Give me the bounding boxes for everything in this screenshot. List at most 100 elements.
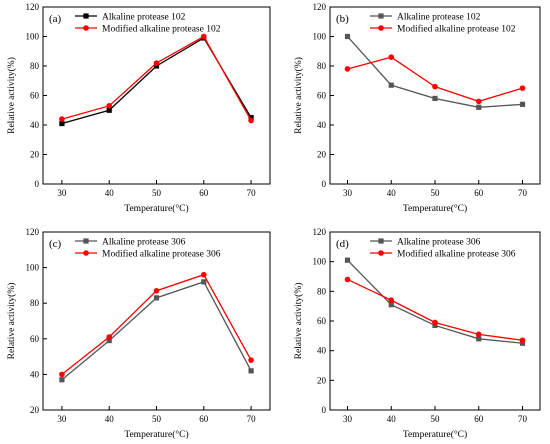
y-tick-label: 100 <box>26 263 40 273</box>
data-point-square <box>106 337 112 344</box>
legend-entry: Alkaline protease 306 <box>75 238 186 248</box>
data-point-square <box>388 302 394 308</box>
x-tick-label: 70 <box>247 414 257 424</box>
y-tick-label: 40 <box>317 120 327 130</box>
legend-entry: Modified alkaline protease 102 <box>370 24 516 35</box>
x-tick-label: 60 <box>474 414 484 424</box>
y-tick-label: 20 <box>30 150 40 160</box>
data-point-circle <box>519 337 526 344</box>
series-line <box>61 35 252 121</box>
series-line <box>347 259 523 344</box>
y-tick-label: 120 <box>313 2 327 12</box>
x-tick-label: 60 <box>199 188 209 198</box>
series-2 <box>344 276 526 344</box>
data-point-circle <box>200 33 207 40</box>
data-point-circle <box>153 287 160 294</box>
y-tick-label: 100 <box>313 257 327 267</box>
data-point-circle <box>248 357 254 363</box>
data-point-square <box>106 107 112 113</box>
data-point-square <box>201 279 207 285</box>
x-tick-label: 50 <box>152 188 162 198</box>
x-tick-label: 50 <box>152 414 162 424</box>
data-point-circle <box>388 297 395 304</box>
y-tick-label: 60 <box>30 91 40 101</box>
x-tick-label: 60 <box>474 188 484 198</box>
y-tick-label: 60 <box>317 91 327 101</box>
data-point-circle <box>59 371 65 378</box>
y-tick-label: 0 <box>322 179 327 189</box>
x-tick-label: 70 <box>518 188 528 198</box>
x-tick-label: 30 <box>343 188 353 198</box>
data-point-square <box>432 322 438 329</box>
x-tick-label: 40 <box>387 188 397 198</box>
legend-marker-square <box>83 13 89 19</box>
y-axis-label: Relative activity(%) <box>6 283 17 360</box>
y-tick-label: 120 <box>26 2 40 12</box>
data-point-square <box>59 377 65 383</box>
chart-panel-1: 30 40 50 60 70 0 20 40 60 80 100 120 Temperature(°C)… <box>6 2 271 214</box>
series-2 <box>344 54 526 105</box>
data-point-circle <box>344 66 351 72</box>
x-axis-label: Temperature(°C) <box>124 203 188 214</box>
x-tick-label: 70 <box>518 414 528 424</box>
x-tick-label: 50 <box>431 414 441 424</box>
y-tick-label: 60 <box>30 334 40 344</box>
legend-label: Modified alkaline protease 102 <box>397 24 516 35</box>
x-tick-label: 30 <box>57 188 67 198</box>
x-tick-label: 50 <box>431 188 441 198</box>
y-tick-label: 40 <box>30 120 40 130</box>
data-point-square <box>344 257 351 263</box>
data-point-square <box>388 82 394 88</box>
legend-marker-circle <box>378 25 384 31</box>
chart-panel-2: 30 40 50 60 70 0 20 40 60 80 100 120 Temperature(°C)… <box>293 2 541 214</box>
legend-entry: Alkaline protease 306 <box>370 238 481 248</box>
legend-entry: Alkaline protease 102 <box>370 13 481 23</box>
legend-marker-circle <box>378 250 384 256</box>
data-point-circle <box>475 331 482 338</box>
x-tick-label: 30 <box>57 414 67 424</box>
data-point-circle <box>388 54 395 60</box>
panel-label: (d) <box>336 238 349 250</box>
series-1 <box>59 279 254 383</box>
data-point-square <box>248 368 254 374</box>
y-tick-label: 0 <box>322 405 327 415</box>
data-point-square <box>519 101 526 107</box>
legend-label: Alkaline protease 306 <box>397 238 481 248</box>
x-tick-label: 70 <box>247 188 257 198</box>
legend-marker-circle <box>83 25 89 31</box>
y-tick-label: 100 <box>26 32 40 42</box>
y-axis-label: Relative activity(%) <box>293 57 304 134</box>
data-point-square <box>476 336 482 342</box>
data-point-square <box>476 104 482 110</box>
x-tick-label: 40 <box>105 414 115 424</box>
data-point-square <box>153 295 160 301</box>
x-axis-label: Temperature(°C) <box>403 429 467 440</box>
chart-panel-4: 30 40 50 60 70 0 20 40 60 80 100 120 Temperature(°C)… <box>293 227 541 440</box>
data-point-square <box>59 120 65 127</box>
series-1 <box>59 35 254 127</box>
y-axis-label: Relative activity(%) <box>293 283 304 360</box>
legend-entry: Modified alkaline protease 306 <box>370 249 516 260</box>
data-point-circle <box>432 83 438 90</box>
legend-marker-circle <box>83 250 89 256</box>
x-tick-label: 60 <box>199 414 209 424</box>
legend-entry: Modified alkaline protease 306 <box>75 249 221 260</box>
y-tick-label: 0 <box>35 179 40 189</box>
data-point-circle <box>344 276 351 283</box>
legend-marker-square <box>378 13 384 19</box>
legend-label: Alkaline protease 306 <box>102 238 186 248</box>
y-tick-label: 100 <box>313 32 327 42</box>
data-point-circle <box>153 60 160 66</box>
x-axis-label: Temperature(°C) <box>124 429 188 440</box>
legend-marker-square <box>378 238 384 244</box>
data-point-circle <box>106 334 113 340</box>
legend-label: Modified alkaline protease 306 <box>102 249 221 260</box>
y-tick-label: 40 <box>317 346 327 356</box>
data-point-circle <box>519 85 526 91</box>
legend-label: Alkaline protease 102 <box>102 13 186 23</box>
y-tick-label: 80 <box>317 61 327 71</box>
data-point-circle <box>432 319 438 326</box>
x-tick-label: 30 <box>343 414 353 424</box>
legend-entry: Modified alkaline protease 102 <box>75 24 221 35</box>
